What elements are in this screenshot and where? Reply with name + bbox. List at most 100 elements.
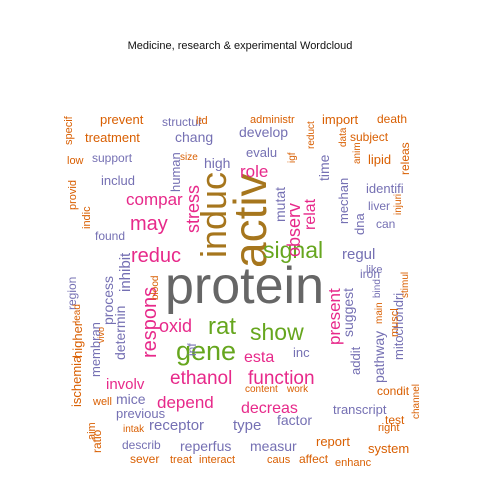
word-gene: gene: [176, 336, 236, 366]
word-treat: treat: [170, 454, 192, 466]
word-well: well: [92, 396, 112, 408]
word-lead: lead: [72, 304, 83, 323]
word-channel: channel: [411, 384, 422, 419]
word-stimul: stimul: [400, 272, 411, 298]
word-protein: protein: [165, 257, 324, 315]
word-inc: inc: [293, 345, 310, 360]
word-test: test: [385, 413, 405, 427]
word-stress: stress: [183, 185, 203, 233]
word-treatment: treatment: [85, 130, 140, 145]
word-iron: iron: [360, 267, 380, 281]
word-administr: administr: [250, 114, 295, 126]
word-ratio: ratio: [90, 429, 104, 453]
word-bind: bind: [372, 279, 383, 298]
word-injuri: injuri: [393, 194, 404, 215]
word-structur: structur: [162, 115, 202, 129]
word-relat: relat: [302, 198, 319, 230]
word-interact: interact: [199, 454, 235, 466]
word-high: high: [204, 155, 230, 171]
word-subject: subject: [350, 130, 389, 144]
word-death: death: [377, 112, 407, 126]
word-function: function: [248, 368, 315, 389]
word-prevent: prevent: [100, 112, 144, 127]
word-regul: regul: [342, 246, 375, 263]
word-previous: previous: [116, 406, 166, 421]
word-human: human: [168, 152, 183, 192]
word-region: region: [65, 277, 79, 310]
word-pathway: pathway: [371, 331, 387, 383]
word-work: work: [286, 384, 309, 395]
word-addit: addit: [348, 346, 363, 375]
word-data: data: [338, 127, 349, 147]
word-main: main: [374, 302, 385, 324]
word-type: type: [233, 417, 261, 434]
word-indic: indic: [81, 206, 93, 229]
word-determin: determin: [112, 306, 128, 360]
word-higher: higher: [70, 321, 85, 358]
word-dna: dna: [352, 213, 367, 235]
word-muscl: muscl: [389, 308, 401, 337]
word-membran: membran: [88, 322, 103, 377]
word-aim: aim: [86, 422, 98, 440]
word-respons: respons: [139, 287, 161, 358]
word-rat: rat: [208, 313, 236, 340]
word-suggest: suggest: [340, 288, 356, 337]
word-ischemia: ischemia: [69, 355, 84, 407]
word-ethanol: ethanol: [170, 368, 232, 389]
word-caus: caus: [267, 454, 291, 466]
word-decreas: decreas: [241, 400, 298, 417]
word-factor: factor: [277, 412, 312, 428]
word-mice: mice: [116, 391, 146, 407]
word-system: system: [368, 441, 409, 456]
word-induc: induc: [193, 172, 234, 258]
word-ltd: ltd: [196, 115, 208, 127]
word-oxid: oxid: [159, 316, 192, 336]
word-describ: describ: [122, 438, 161, 452]
word-lipid: lipid: [368, 152, 391, 167]
word-chang: chang: [175, 129, 213, 145]
word-receptor: receptor: [149, 417, 204, 434]
word-content: content: [245, 384, 278, 395]
word-intak: intak: [123, 424, 145, 435]
word-evalu: evalu: [246, 145, 277, 160]
word-transcript: transcript: [333, 402, 387, 417]
word-mutat: mutat: [272, 187, 288, 222]
word-reperfus: reperfus: [180, 438, 231, 454]
word-mechan: mechan: [336, 178, 351, 224]
word-enhanc: enhanc: [335, 457, 372, 469]
word-activ: activ: [224, 173, 276, 268]
word-found: found: [95, 229, 125, 243]
word-involv: involv: [106, 376, 145, 393]
word-vivo: vivo: [96, 327, 106, 343]
word-process: process: [100, 276, 116, 325]
word-inf: inf: [185, 343, 199, 356]
word-identifi: identifi: [366, 181, 404, 196]
word-develop: develop: [239, 124, 288, 140]
word-like: like: [366, 264, 383, 276]
word-mitochondri: mitochondri: [391, 293, 406, 360]
word-inhibit: inhibit: [117, 252, 134, 292]
word-affect: affect: [299, 452, 329, 466]
word-anim: anim: [352, 142, 363, 164]
word-reduc: reduc: [131, 245, 181, 267]
word-observ: observ: [284, 203, 304, 257]
word-provid: provid: [67, 180, 79, 210]
word-size: size: [180, 152, 198, 163]
word-liver: liver: [368, 199, 390, 213]
word-esta: esta: [244, 349, 274, 366]
wordcloud-title: Medicine, research & experimental Wordcl…: [127, 40, 353, 52]
word-can: can: [376, 217, 395, 231]
word-role: role: [240, 162, 268, 181]
word-compar: compar: [126, 190, 183, 209]
word-report: report: [316, 434, 350, 449]
word-specif: specif: [63, 115, 75, 145]
word-blood: blood: [150, 276, 161, 300]
word-signal: signal: [263, 237, 323, 263]
word-condit: condit: [377, 384, 410, 398]
word-includ: includ: [101, 173, 135, 188]
word-reduct: reduct: [306, 121, 317, 149]
word-show: show: [250, 319, 304, 345]
word-releas: releas: [398, 142, 412, 175]
word-igf: igf: [287, 152, 298, 163]
